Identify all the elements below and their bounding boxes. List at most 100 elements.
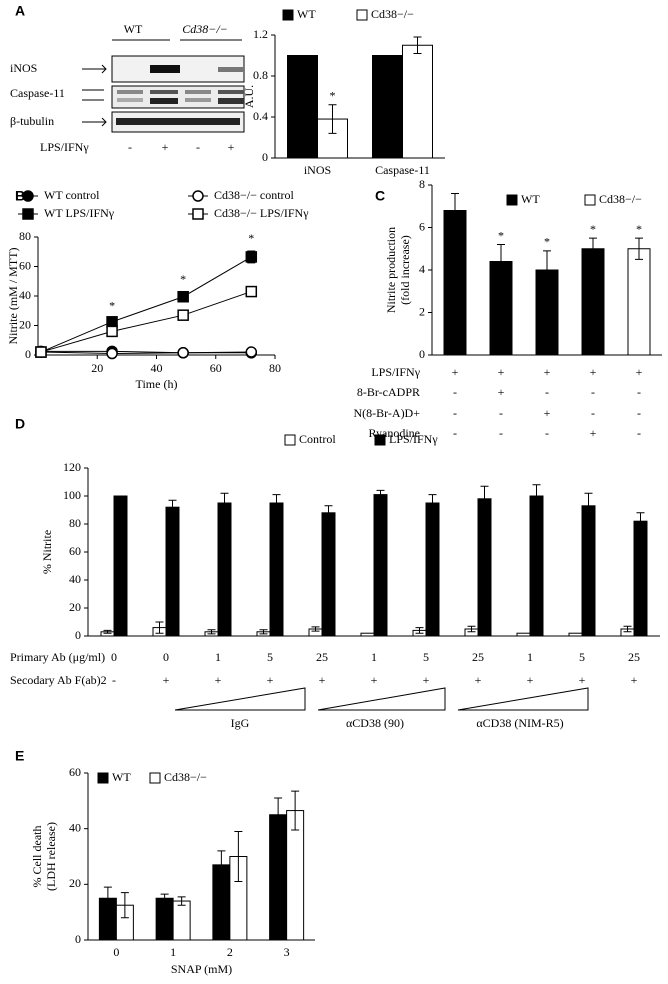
marker [35,346,47,358]
x-tick-label: 60 [210,361,222,375]
table-cell: + [527,673,534,687]
blot-row: Caspase-11 [10,86,65,100]
series-line [40,256,252,353]
error-bar [274,797,283,832]
group-label: IgG [231,716,250,730]
y-tick-label: 20 [69,876,81,890]
dose-triangle [457,687,589,711]
x-axis-label: Time (h) [136,377,178,391]
significance: * [544,235,550,249]
bar [373,494,388,637]
error-bar [428,494,437,512]
y-axis-label: Nitrite production [384,227,398,313]
legend-label: WT [112,770,131,784]
error-bar [311,626,320,632]
bar [581,248,605,356]
table-cell: + [498,385,505,399]
table-cell: - [453,406,457,420]
y-tick-label: 80 [69,516,81,530]
marker [192,190,204,202]
bar [360,632,375,637]
marker [106,325,118,338]
table-cell: + [267,673,274,687]
table-cell: + [590,426,597,440]
error-bar [324,505,333,521]
y-tick-label: 40 [19,288,31,302]
series-line [40,351,252,355]
bar [633,520,648,637]
treatment-cell: - [196,140,200,154]
table-cell: + [498,365,505,379]
table-row-label: Primary Ab (μg/ml) [10,650,105,664]
dose-triangle [174,687,306,711]
y-tick-label: 2 [419,304,425,318]
legend-swatch [282,9,294,21]
y-tick-label: 4 [419,262,425,276]
significance: * [180,272,186,286]
y-axis-label: % Cell death [30,826,44,888]
y-tick-label: 0.4 [253,109,268,123]
x-tick-label: 2 [227,945,233,959]
marker [192,208,204,220]
panel-letter: E [15,748,24,764]
legend-label: Cd38−/− LPS/IFNγ [214,206,309,220]
significance: * [636,222,642,236]
table-cell: + [636,365,643,379]
error-bar [543,250,551,290]
table-cell: - [499,406,503,420]
treatment-label: LPS/IFNγ [40,140,89,154]
error-bar [467,625,476,633]
legend-label: Cd38−/− control [214,188,295,202]
table-cell: - [637,385,641,399]
table-cell: 5 [579,650,585,664]
legend-label: Control [299,432,336,446]
table-cell: - [453,426,457,440]
table-cell: - [499,426,503,440]
legend-swatch [284,434,296,446]
y-axis-label: A.U. [242,85,256,108]
y-axis-label: (LDH release) [44,822,58,891]
blot-row: iNOS [10,61,37,75]
legend-label: Cd38−/− [371,7,414,21]
error-bar [220,492,229,514]
y-tick-label: 60 [69,544,81,558]
significance: * [590,222,596,236]
treatment-cell: - [128,140,132,154]
bar [217,502,232,637]
table-cell: + [544,365,551,379]
x-tick-label: 0 [113,945,119,959]
y-tick-label: 100 [63,488,81,502]
error-bar [168,499,177,515]
error-bar [177,896,186,906]
y-tick-label: 40 [69,820,81,834]
table-cell: + [163,673,170,687]
y-tick-label: 0.8 [253,68,268,82]
treatment-cell: + [228,140,235,154]
treatment-cell: + [162,140,169,154]
x-tick-label: 20 [91,361,103,375]
marker [177,309,189,321]
error-bar [328,104,337,134]
y-tick-label: 8 [419,177,425,191]
y-tick-label: 20 [69,600,81,614]
bar [568,632,583,637]
table-cell: + [475,673,482,687]
bar [321,512,336,637]
arrow [82,64,107,101]
x-tick-label: 80 [269,361,281,375]
table-cell: - [591,385,595,399]
marker [245,346,258,358]
y-tick-label: 0 [262,150,268,164]
error-bar [259,629,268,635]
legend-swatch [374,434,386,446]
x-axis-label: SNAP (mM) [171,962,232,976]
significance: * [330,88,336,102]
table-cell: - [545,385,549,399]
table-cell: + [371,673,378,687]
table-cell: 5 [423,650,429,664]
y-tick-label: 20 [19,317,31,331]
table-cell: + [579,673,586,687]
error-bar [120,892,129,919]
table-cell: 25 [316,650,328,664]
